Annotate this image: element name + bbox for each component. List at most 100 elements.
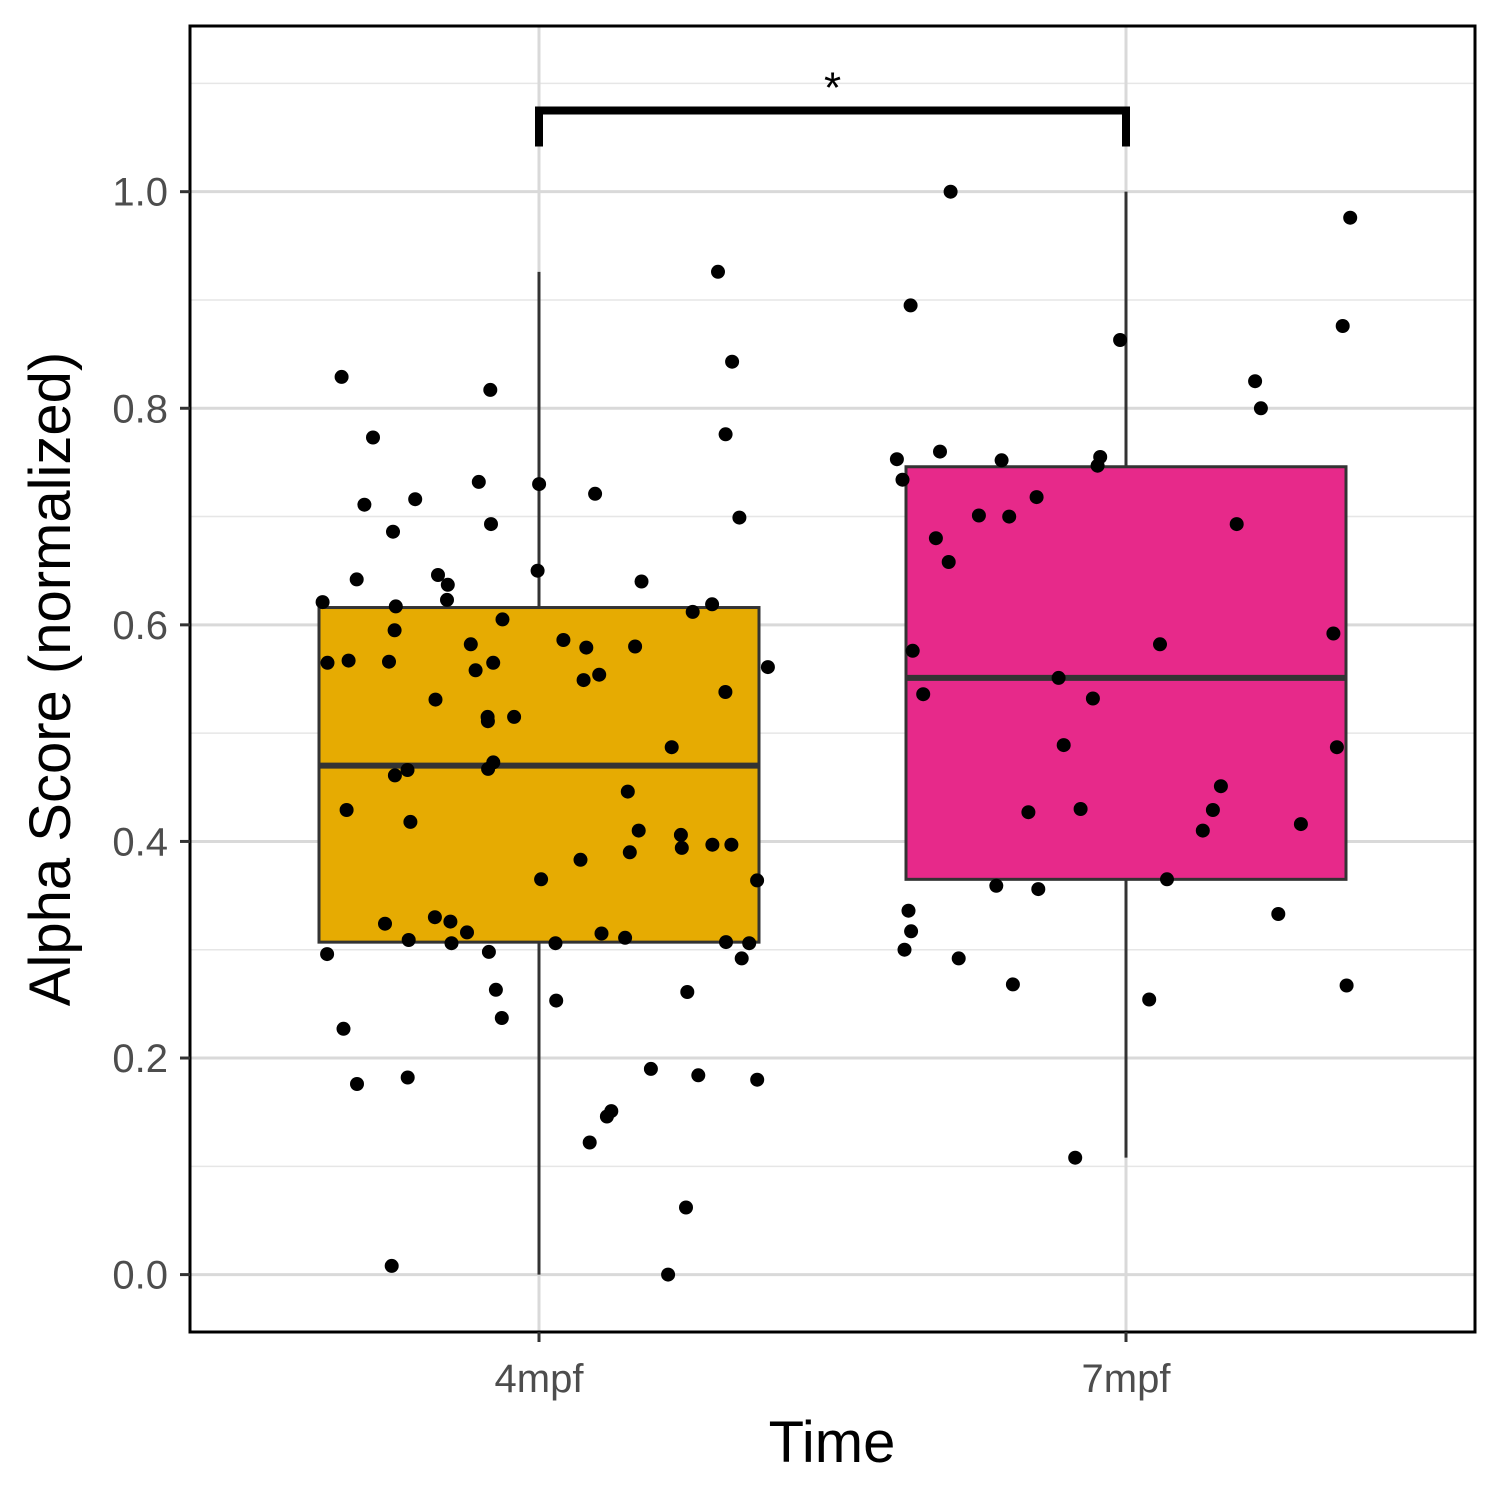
data-point xyxy=(463,637,478,652)
data-point xyxy=(628,639,643,654)
data-point xyxy=(1153,637,1167,652)
y-axis-title: Alpha Score (normalized) xyxy=(18,352,83,1006)
data-point xyxy=(532,477,547,492)
data-point xyxy=(1253,401,1268,416)
data-point xyxy=(1056,738,1071,753)
data-point xyxy=(680,985,695,999)
data-point xyxy=(1002,509,1017,524)
data-point xyxy=(443,914,458,929)
data-point xyxy=(320,655,335,670)
plot-border xyxy=(188,24,1477,1334)
data-point xyxy=(549,993,564,1008)
data-point xyxy=(1073,802,1088,816)
data-point xyxy=(724,837,739,852)
data-point xyxy=(634,574,649,589)
data-point xyxy=(1142,992,1157,1007)
data-point xyxy=(889,452,904,467)
data-point xyxy=(471,474,486,489)
box-7mpf xyxy=(904,465,1348,881)
data-point xyxy=(1293,817,1308,832)
data-point xyxy=(573,852,588,867)
boxes xyxy=(317,191,1348,1275)
data-point xyxy=(732,510,747,525)
data-point xyxy=(1326,626,1341,641)
y-tick-label: 0.4 xyxy=(112,820,168,864)
data-point xyxy=(661,1267,676,1282)
data-point xyxy=(486,655,501,670)
y-tick-label: 0.6 xyxy=(112,604,168,648)
data-point xyxy=(366,430,380,445)
data-point xyxy=(895,472,910,487)
data-point xyxy=(579,640,594,655)
data-point xyxy=(718,685,733,699)
data-points xyxy=(315,184,1358,1282)
data-point xyxy=(1229,517,1244,532)
data-point xyxy=(386,524,400,539)
data-point xyxy=(315,595,330,610)
data-point xyxy=(1343,210,1358,225)
y-tick-label: 1.0 xyxy=(112,171,168,215)
data-point xyxy=(1271,907,1286,921)
data-point xyxy=(400,1070,415,1085)
data-point xyxy=(349,572,364,587)
data-point xyxy=(664,740,679,755)
y-tick-label: 0.8 xyxy=(112,387,168,431)
data-point xyxy=(631,823,646,838)
data-point xyxy=(480,714,495,729)
data-point xyxy=(719,935,733,950)
data-point xyxy=(1160,872,1174,887)
data-point xyxy=(933,444,947,459)
data-point xyxy=(1195,823,1210,838)
data-point xyxy=(742,936,757,951)
data-point xyxy=(484,517,498,532)
data-point xyxy=(401,933,416,947)
data-point xyxy=(468,663,483,678)
data-point xyxy=(576,673,591,688)
significance-label: * xyxy=(824,63,841,112)
x-tick-label: 7mpf xyxy=(1082,1357,1172,1401)
data-point xyxy=(481,944,496,959)
x-axis-ticks: 4mpf 7mpf xyxy=(495,1332,1172,1401)
data-point xyxy=(705,837,720,852)
data-point xyxy=(1113,333,1128,347)
data-point xyxy=(427,910,442,925)
data-point xyxy=(408,492,423,507)
data-point xyxy=(904,924,919,939)
data-point xyxy=(903,298,918,313)
data-point xyxy=(588,486,603,501)
data-point xyxy=(618,930,633,945)
data-point xyxy=(1339,978,1354,993)
data-point xyxy=(382,654,396,669)
data-point xyxy=(403,814,418,829)
data-point xyxy=(1031,882,1046,897)
data-point xyxy=(643,1061,658,1076)
data-point xyxy=(556,633,571,647)
data-point xyxy=(592,667,607,682)
bracket-line xyxy=(535,106,1130,147)
data-point xyxy=(620,784,635,799)
data-point xyxy=(928,531,943,546)
data-point xyxy=(534,872,549,887)
data-point xyxy=(994,453,1009,468)
data-point xyxy=(943,184,958,199)
data-point xyxy=(691,1068,706,1083)
data-point xyxy=(440,577,455,592)
data-point xyxy=(622,845,637,860)
data-point xyxy=(548,936,563,951)
data-point xyxy=(481,761,496,776)
data-point xyxy=(1329,740,1344,755)
data-point xyxy=(1068,1150,1083,1165)
data-point xyxy=(494,1011,509,1025)
data-point xyxy=(460,925,474,940)
data-point xyxy=(488,982,503,997)
data-point xyxy=(1085,691,1100,706)
data-point xyxy=(387,623,402,638)
data-point xyxy=(718,427,733,442)
data-point xyxy=(444,936,459,951)
data-point xyxy=(387,768,402,783)
data-point xyxy=(339,803,354,817)
data-point xyxy=(750,1072,765,1087)
data-point xyxy=(507,709,522,724)
data-point xyxy=(1205,803,1220,817)
